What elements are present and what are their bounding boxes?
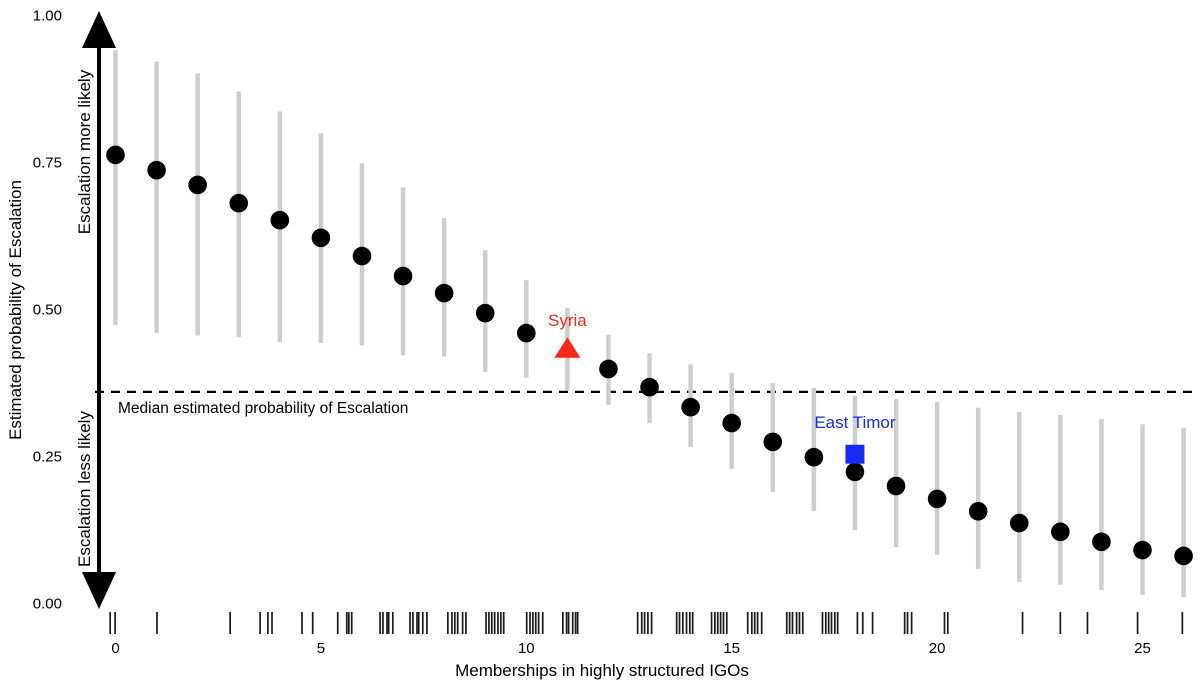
escalation-less-likely-label: Escalation less likely: [75, 411, 94, 567]
data-point: [147, 160, 166, 180]
x-tick-label: 10: [518, 640, 535, 657]
syria-marker: [554, 337, 581, 358]
y-tick-label: 1.00: [33, 8, 62, 25]
data-point: [311, 228, 331, 248]
x-tick-label: 15: [723, 640, 740, 657]
data-point: [845, 462, 865, 482]
x-axis-title: Memberships in highly structured IGOs: [455, 661, 749, 680]
data-point: [1133, 540, 1152, 560]
y-axis-title: Estimated probability of Escalation: [6, 180, 25, 440]
east_timor-marker: [845, 444, 865, 464]
x-tick-label: 25: [1134, 640, 1151, 657]
data-point: [640, 377, 659, 397]
data-point: [434, 283, 454, 303]
data-point: [804, 447, 824, 467]
y-tick-label: 0.25: [33, 449, 62, 466]
x-tick-label: 20: [929, 640, 946, 657]
data-point: [229, 193, 249, 213]
x-tick-label: 0: [111, 640, 119, 657]
data-point: [927, 489, 947, 509]
east-timor-label: East Timor: [814, 413, 896, 433]
data-point: [106, 145, 125, 165]
y-tick-label: 0.50: [33, 302, 62, 319]
data-point: [393, 266, 413, 286]
data-point: [188, 175, 207, 195]
data-point: [352, 246, 372, 266]
x-tick-label: 5: [317, 640, 325, 657]
median-line-label: Median estimated probability of Escalati…: [118, 400, 409, 417]
syria-label: Syria: [548, 310, 587, 330]
data-point: [722, 413, 741, 433]
data-point: [968, 501, 988, 521]
data-point: [517, 323, 536, 343]
data-point: [681, 397, 700, 417]
data-point: [1092, 532, 1111, 552]
data-point: [599, 359, 618, 379]
data-point: [1174, 546, 1193, 566]
data-point: [475, 303, 495, 323]
data-point: [270, 210, 290, 230]
y-axis-arrowhead-top: [82, 11, 116, 48]
data-point: [1051, 522, 1070, 542]
data-point: [1009, 513, 1029, 533]
y-axis-arrowhead-bottom: [82, 572, 116, 609]
data-point: [886, 476, 906, 496]
y-tick-label: 0.00: [33, 596, 62, 613]
data-point: [763, 432, 783, 452]
escalation-more-likely-label: Escalation more likely: [75, 69, 94, 235]
y-tick-label: 0.75: [33, 155, 62, 172]
